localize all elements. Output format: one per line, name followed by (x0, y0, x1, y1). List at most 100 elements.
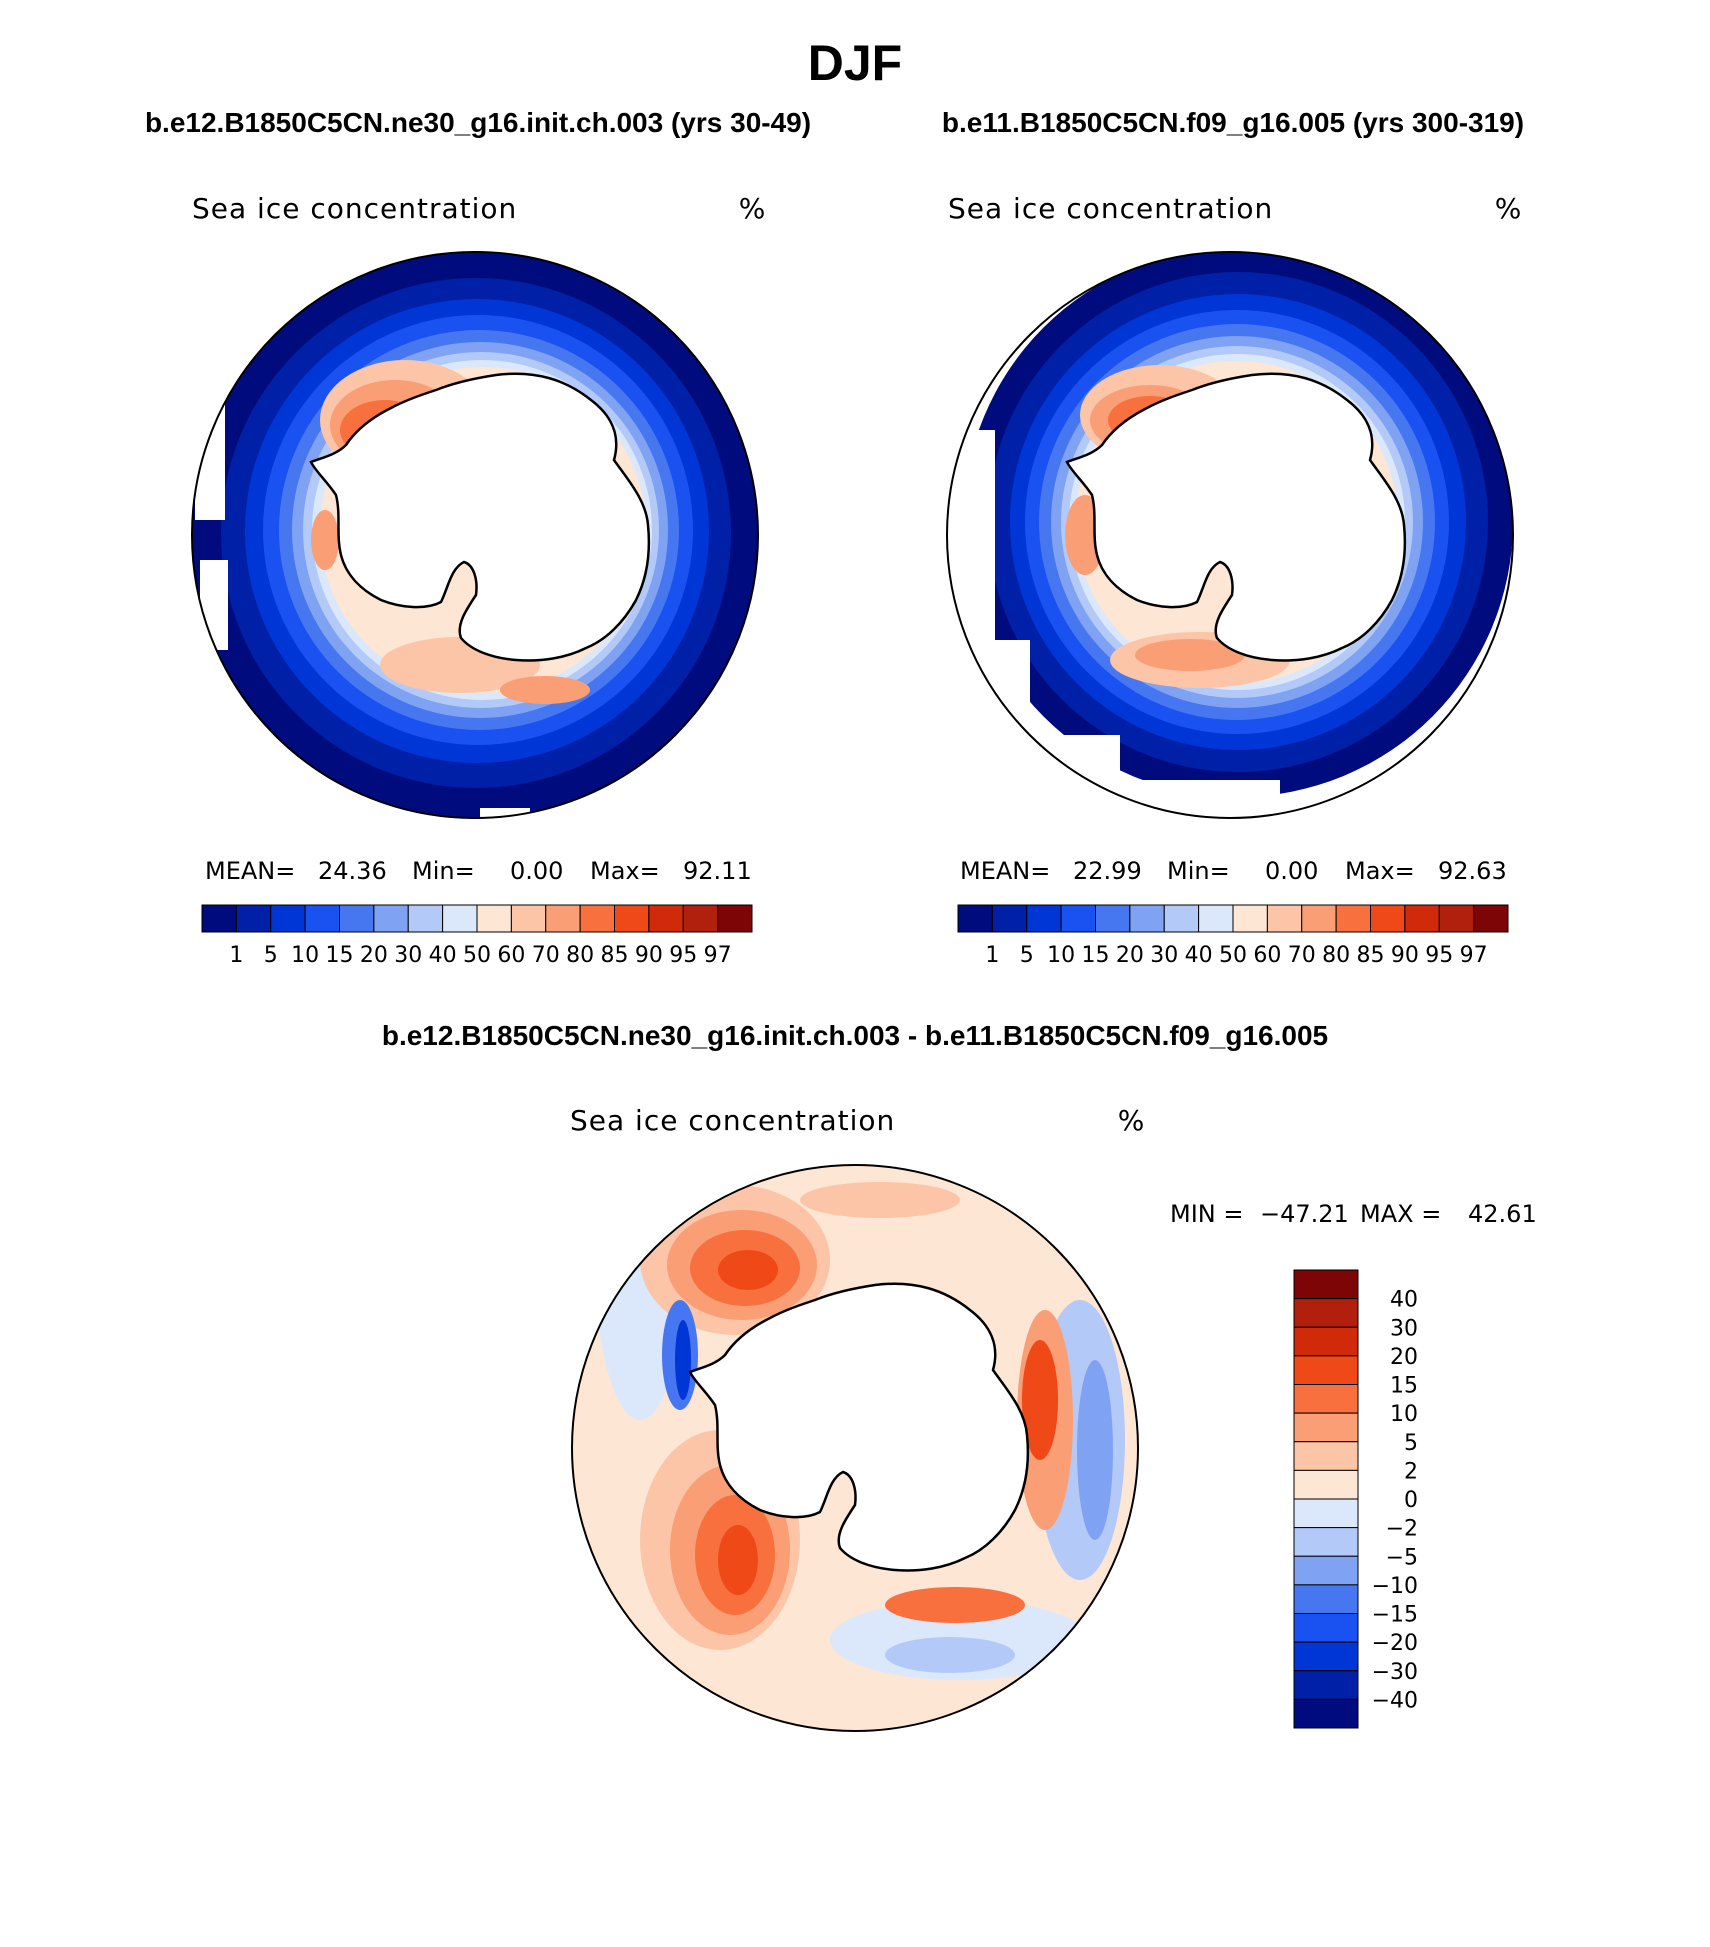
panel-2-field-title: Sea ice concentration (948, 192, 1273, 225)
panel-1-colorbar-tick-label: 95 (669, 943, 697, 968)
panel-1-colorbar-tick-label: 30 (394, 943, 422, 968)
panel-3-map (572, 1165, 1138, 1731)
panel-3-colorbar-color-box (1293, 1527, 1359, 1557)
panel-1-colorbar-color-box (442, 904, 478, 933)
panel-1-colorbar-color-box (373, 904, 409, 933)
panel-2-colorbar-tick-label: 10 (1047, 943, 1075, 968)
panel-1-case-title: b.e12.B1850C5CN.ne30_g16.init.ch.003 (yr… (145, 107, 811, 138)
panel-3-colorbar-tick-label: 10 (1390, 1402, 1418, 1427)
panel-2-colorbar-tick-label: 80 (1322, 943, 1350, 968)
panel-3: b.e12.B1850C5CN.ne30_g16.init.ch.003 - b… (382, 1020, 1537, 1732)
panel-2-min-value: 0.00 (1265, 857, 1318, 885)
panel-2-max-label: Max= (1345, 857, 1415, 885)
panel-3-anomaly-patch (885, 1587, 1025, 1623)
panel-2-colorbar-color-box (991, 904, 1028, 933)
panel-3-colorbar-tick-label: 20 (1390, 1345, 1418, 1370)
panel-3-max-value: 42.61 (1468, 1200, 1537, 1228)
panel-3-anomaly-patch (885, 1637, 1015, 1673)
panel-1-colorbar-color-box (579, 904, 615, 933)
panel-3-case-title: b.e12.B1850C5CN.ne30_g16.init.ch.003 - b… (382, 1020, 1328, 1051)
panel-3-colorbar-tick-label: −20 (1372, 1631, 1418, 1656)
panel-2-colorbar-tick-label: 30 (1150, 943, 1178, 968)
panel-2-colorbar-tick-label: 95 (1425, 943, 1453, 968)
panel-1-open-water-patch (480, 808, 530, 818)
panel-3-colorbar-color-box (1293, 1584, 1359, 1614)
panel-3-anomaly-patch (718, 1250, 778, 1290)
panel-3-colorbar-tick-label: 0 (1404, 1488, 1418, 1513)
panel-2-colorbar-tick-label: 60 (1253, 943, 1281, 968)
panel-2-colorbar-tick-label: 85 (1357, 943, 1385, 968)
panel-1-colorbar-color-box (682, 904, 719, 933)
panel-1-colorbar-color-box (648, 904, 684, 933)
panel-2-colorbar-tick-label: 50 (1219, 943, 1247, 968)
panel-3-colorbar-color-box (1293, 1613, 1359, 1643)
panel-3-units: % (1118, 1104, 1145, 1137)
panel-3-anomaly-patch (1022, 1340, 1058, 1460)
panel-2-colorbar-color-box (1301, 904, 1337, 933)
panel-1-max-label: Max= (590, 857, 660, 885)
panel-3-colorbar-color-box (1293, 1441, 1359, 1471)
panel-1-max-value: 92.11 (683, 857, 752, 885)
panel-3-colorbar-color-box (1293, 1555, 1359, 1586)
panel-1-colorbar-color-box (339, 904, 375, 933)
panel-1-colorbar: 1 5 10 15 20 30 40 50 60 70 80 85 90 95 97 (201, 904, 753, 968)
panel-3-colorbar-tick-label: −30 (1372, 1660, 1418, 1685)
panel-3-colorbar-tick-label: 5 (1404, 1431, 1418, 1456)
panel-2-colorbar-tick-label: 97 (1460, 943, 1488, 968)
panel-1-field-title: Sea ice concentration (192, 192, 517, 225)
panel-2-mean-value: 22.99 (1073, 857, 1142, 885)
panel-1-ice-patch (500, 676, 590, 704)
panel-3-colorbar-color-box (1293, 1269, 1359, 1300)
panel-2-map (947, 252, 1513, 818)
panel-1-map-border (191, 251, 759, 819)
panel-3-colorbar-tick-label: −10 (1372, 1574, 1418, 1599)
panel-3-colorbar-color-box (1293, 1355, 1359, 1385)
panel-1-colorbar-color-box (717, 904, 753, 933)
panel-1-min-value: 0.00 (510, 857, 563, 885)
panel-1-open-water-patch (195, 370, 225, 520)
panel-1-colorbar-tick-label: 40 (429, 943, 457, 968)
panel-1-colorbar-color-box (407, 904, 444, 933)
panel-1-colorbar-tick-label: 80 (566, 943, 594, 968)
panel-3-max-label: MAX = (1360, 1200, 1441, 1228)
panel-3-colorbar-tick-label: 30 (1390, 1316, 1418, 1341)
panel-2-colorbar-tick-label: 40 (1185, 943, 1213, 968)
panel-1-min-label: Min= (412, 857, 475, 885)
panel-2-colorbar-tick-label: 5 (1020, 943, 1034, 968)
panel-1-colorbar-tick-label: 70 (532, 943, 560, 968)
panel-2-colorbar-color-box (1095, 904, 1131, 933)
panel-3-colorbar-color-box (1293, 1412, 1359, 1443)
panel-2-open-water-patch (1100, 780, 1280, 818)
panel-2-colorbar-tick-label: 90 (1391, 943, 1419, 968)
panel-1-colorbar-color-box (545, 904, 581, 933)
panel-1-colorbar-color-box (614, 904, 650, 933)
panel-3-anomaly-patch (718, 1525, 758, 1595)
panel-1-colorbar-tick-label: 10 (291, 943, 319, 968)
panel-1-colorbar-color-box (235, 904, 272, 933)
panel-2-colorbar-color-box (1198, 904, 1234, 933)
panel-1-open-water-patch (200, 560, 228, 650)
panel-1-colorbar-color-box (304, 904, 340, 933)
panel-2-colorbar-tick-label: 70 (1288, 943, 1316, 968)
panel-3-map-border (571, 1164, 1139, 1732)
panel-1: b.e12.B1850C5CN.ne30_g16.init.ch.003 (yr… (145, 107, 811, 968)
panel-1-colorbar-color-box (476, 904, 512, 933)
panel-2-colorbar-color-box (1266, 904, 1303, 933)
panel-3-colorbar-tick-label: −5 (1386, 1545, 1418, 1570)
panel-2-colorbar-color-box (1232, 904, 1268, 933)
panel-1-colorbar-color-box (270, 904, 306, 933)
panel-2-max-value: 92.63 (1438, 857, 1507, 885)
panel-3-colorbar-color-box (1293, 1298, 1359, 1328)
panel-2-colorbar: 1 5 10 15 20 30 40 50 60 70 80 85 90 95 97 (957, 904, 1509, 968)
panel-2-colorbar-color-box (1163, 904, 1200, 933)
panel-3-field-title: Sea ice concentration (570, 1104, 895, 1137)
panel-2: b.e11.B1850C5CN.f09_g16.005 (yrs 300-319… (942, 107, 1524, 968)
panel-2-colorbar-color-box (1370, 904, 1406, 933)
panel-2-colorbar-tick-label: 20 (1116, 943, 1144, 968)
panel-3-colorbar-color-box (1293, 1641, 1359, 1672)
panel-3-anomaly-patch (1077, 1360, 1113, 1540)
panel-2-colorbar-color-box (957, 904, 993, 933)
panel-2-colorbar-color-box (1473, 904, 1509, 933)
panel-2-ice-patch (1135, 639, 1245, 671)
